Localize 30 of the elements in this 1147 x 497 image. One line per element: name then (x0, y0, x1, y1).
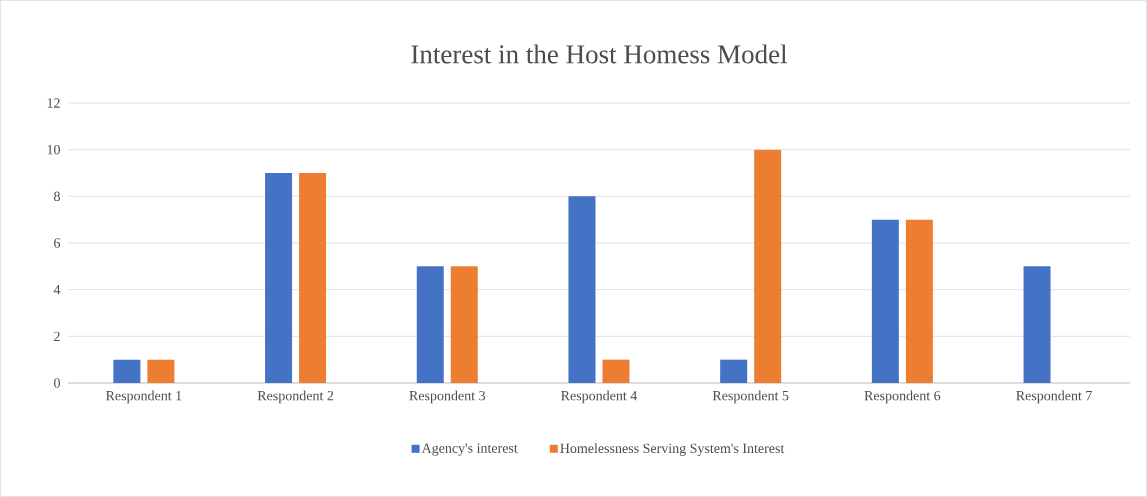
y-tick-label: 2 (54, 331, 60, 341)
bar (602, 359, 630, 383)
y-tick-label: 8 (54, 191, 60, 202)
y-tick-label: 6 (54, 238, 61, 248)
x-tick-label: Respondent 1 (105, 390, 182, 404)
y-tick-label: 10 (47, 144, 60, 155)
bar (1023, 266, 1051, 383)
bar (905, 219, 933, 383)
x-tick-label: Respondent 3 (409, 390, 486, 404)
x-tick-label: Respondent 5 (712, 390, 789, 404)
bar (754, 149, 782, 383)
bar (450, 266, 478, 383)
x-tick-label: Respondent 7 (1016, 390, 1092, 404)
x-tick-label: Respondent 4 (561, 390, 638, 404)
legend-label: Homelessness Serving System's Interest (560, 443, 785, 456)
x-tick-label: Respondent 6 (864, 390, 941, 404)
y-tick-label: 0 (54, 378, 60, 388)
bar (720, 359, 748, 383)
bar (113, 359, 141, 383)
legend-label: Agency's interest (421, 443, 518, 456)
chart-title: Interest in the Host Homess Model (411, 44, 788, 64)
y-tick-label: 4 (53, 285, 61, 295)
bar (416, 266, 444, 383)
bar (265, 172, 293, 383)
bar (299, 172, 327, 383)
bar (871, 219, 899, 383)
x-tick-label: Respondent 2 (257, 390, 334, 404)
bar (147, 359, 175, 383)
bar (568, 196, 596, 383)
y-tick-label: 12 (47, 98, 60, 108)
